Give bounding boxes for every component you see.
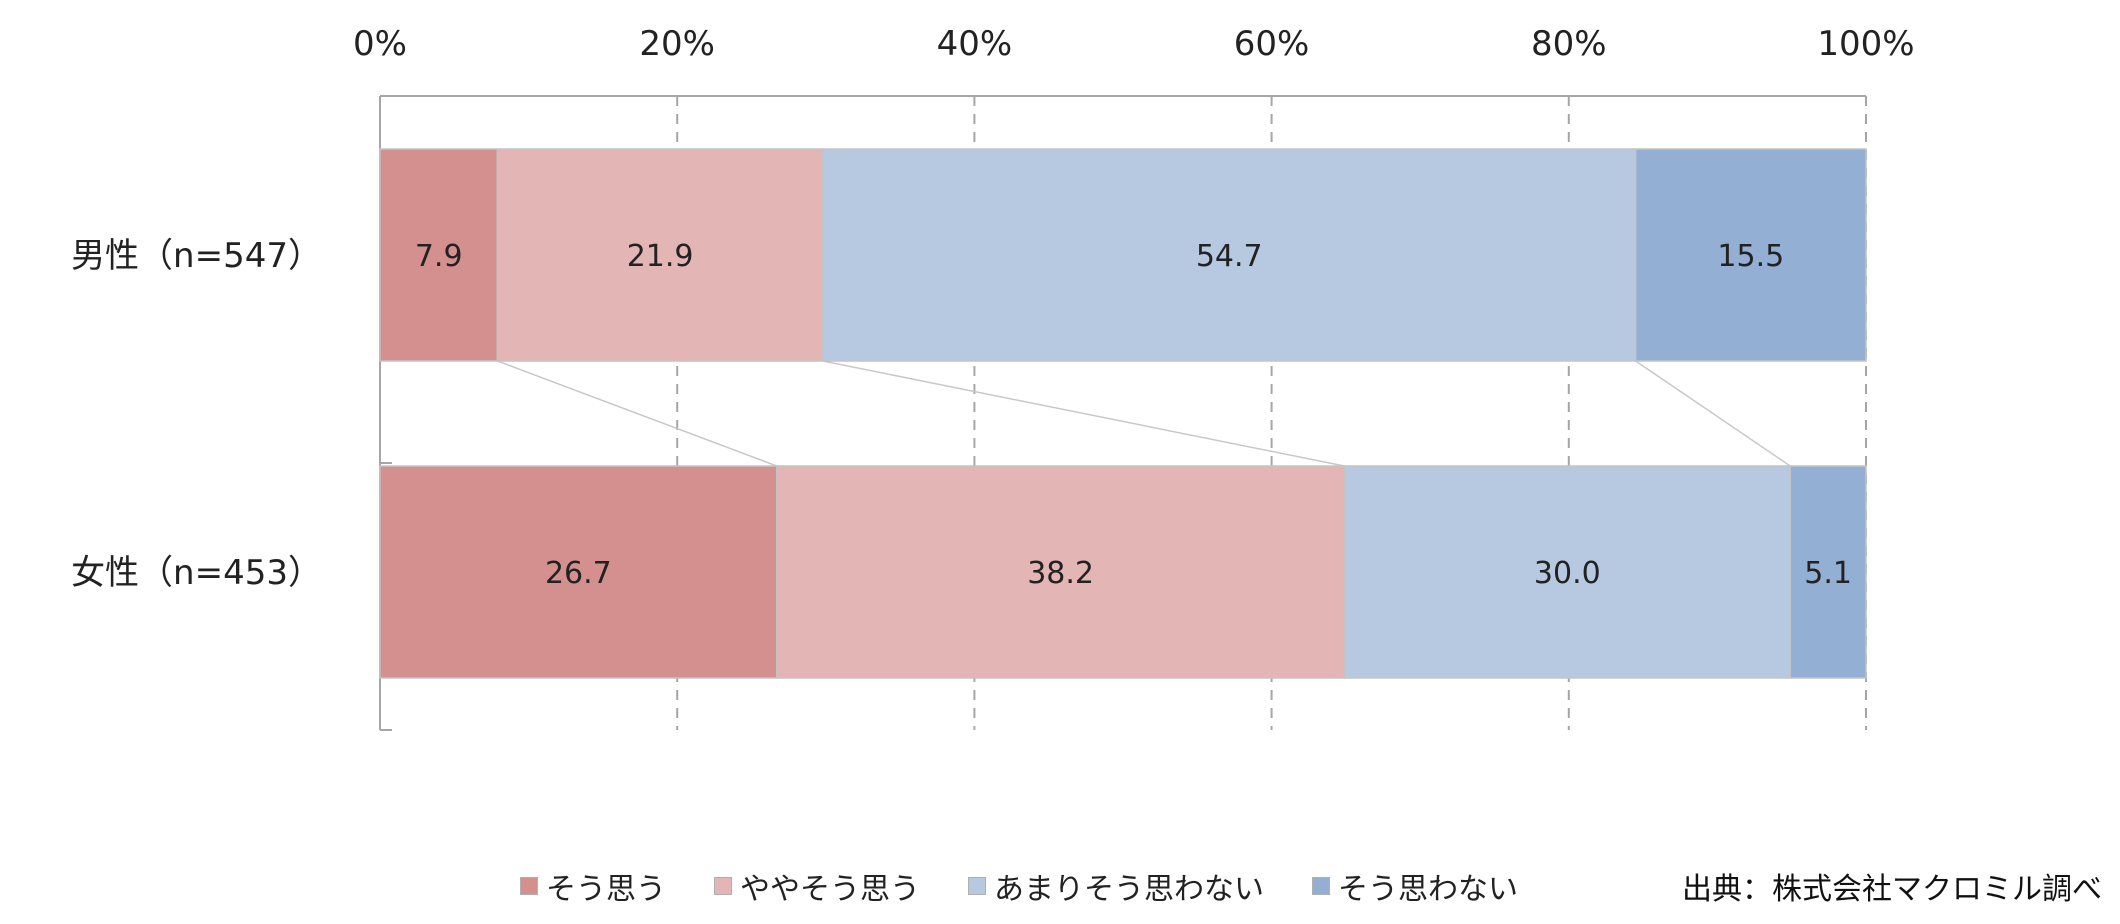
data-label-1-2: 30.0: [1534, 556, 1601, 591]
bar-1-2: [1343, 465, 1791, 679]
bar-1-0: [379, 465, 778, 679]
legend-label-3: そう思わない: [1338, 872, 1518, 907]
legend-swatch-1: [714, 877, 732, 895]
bar-0-3: [1634, 148, 1867, 362]
legend-item-2: あまりそう思わない: [968, 864, 1264, 908]
legend-swatch-3: [1312, 877, 1330, 895]
legend-label-1: ややそう思う: [740, 872, 920, 907]
data-label-1-1: 38.2: [1027, 556, 1094, 591]
series-line-3: [1635, 360, 1791, 467]
series-line-2: [822, 360, 1345, 467]
bar-1-3: [1789, 465, 1867, 679]
legend-item-3: そう思わない: [1312, 864, 1518, 908]
source-note: 出典：株式会社マクロミル調べ: [1682, 872, 2102, 907]
legend: そう思う ややそう思う あまりそう思わない そう思わない: [520, 864, 1518, 908]
data-label-0-1: 21.9: [627, 239, 694, 274]
bar-0-2: [822, 148, 1637, 362]
x-tick-label-4: 80%: [1531, 24, 1607, 64]
data-label-1-3: 5.1: [1804, 556, 1852, 591]
legend-swatch-2: [968, 877, 986, 895]
series-line-1: [497, 360, 778, 467]
legend-item-0: そう思う: [520, 864, 666, 908]
x-tick-label-3: 60%: [1234, 24, 1310, 64]
data-label-0-2: 54.7: [1196, 239, 1263, 274]
legend-label-2: あまりそう思わない: [994, 872, 1264, 907]
x-tick-label-1: 20%: [639, 24, 715, 64]
legend-swatch-0: [520, 877, 538, 895]
x-tick-label-2: 40%: [937, 24, 1013, 64]
x-tick-label-5: 100%: [1817, 24, 1914, 64]
data-label-0-3: 15.5: [1717, 239, 1784, 274]
legend-label-0: そう思う: [546, 872, 666, 907]
bar-1-1: [776, 465, 1346, 679]
legend-item-1: ややそう思う: [714, 864, 920, 908]
x-tick-label-0: 0%: [353, 24, 407, 64]
data-label-1-0: 26.7: [545, 556, 612, 591]
bar-0-1: [496, 148, 824, 362]
data-label-0-0: 7.9: [415, 239, 463, 274]
category-label-1: 女性（n=453）: [71, 553, 322, 593]
category-label-0: 男性（n=547）: [71, 236, 322, 276]
